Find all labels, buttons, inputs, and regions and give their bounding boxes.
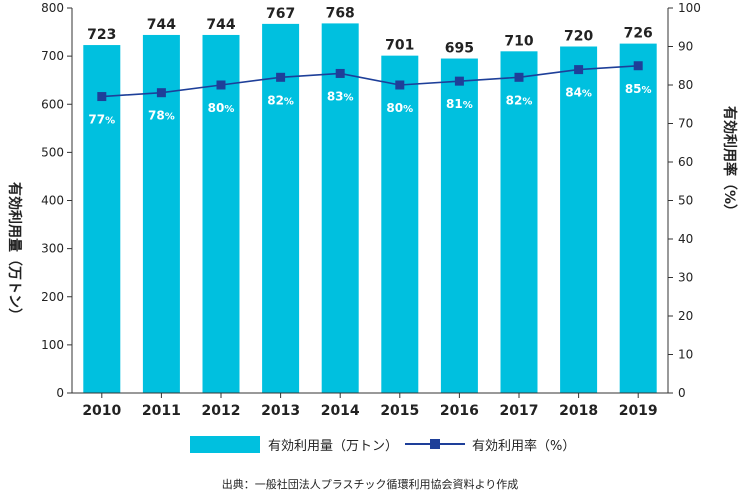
y-tick-label-right: 40 [678,232,693,246]
rate-marker [335,68,345,78]
rate-value-label: 83% [327,89,354,103]
rate-marker [276,72,286,82]
y-tick-label-left: 600 [41,97,64,111]
y-tick-label-left: 100 [41,338,64,352]
bar [560,46,598,393]
y-axis-title-left: 有効利用量（万トン） [6,182,23,322]
source-note: 出典：一般社団法人プラスチック循環利用協会資料より作成 [222,477,519,491]
bar-value-label: 744 [147,17,176,33]
rate-percent-sign: % [344,92,354,103]
y-tick-label-left: 0 [56,386,64,400]
x-tick-label: 2016 [440,403,479,419]
rate-value-label: 77% [88,113,115,127]
x-tick-label: 2012 [202,403,241,419]
bar-value-label: 767 [266,6,295,22]
rate-percent-sign: % [105,116,115,127]
y-tick-label-left: 500 [41,145,64,159]
bar [83,45,121,394]
y-tick-label-right: 70 [678,117,693,131]
rate-percent-sign: % [642,85,652,96]
rate-marker [514,72,524,82]
rate-value-label: 82% [506,93,533,107]
x-tick-label: 2011 [142,403,181,419]
x-tick-label: 2013 [261,403,300,419]
bar [440,58,478,393]
bar-value-label: 695 [445,41,474,57]
y-tick-label-left: 200 [41,290,64,304]
legend-line-label: 有効利用率（%） [472,438,575,454]
rate-marker [574,65,584,75]
bar [619,43,657,394]
rate-marker [97,92,107,102]
rate-value-label: 84% [565,86,592,100]
rate-value-label: 82% [267,93,294,107]
rate-marker [156,88,166,98]
bar-value-label: 768 [326,5,355,21]
y-tick-label-right: 100 [678,1,701,15]
rate-percent-sign: % [582,89,592,100]
y-tick-label-left: 300 [41,242,64,256]
y-tick-label-left: 800 [41,1,64,15]
bar-value-label: 720 [564,29,593,45]
y-tick-label-right: 10 [678,348,693,362]
legend-bar-label: 有効利用量（万トン） [268,439,398,454]
x-tick-label: 2018 [559,403,598,419]
rate-marker [454,76,464,86]
rate-line [101,64,639,98]
bar [262,23,300,393]
rate-marker [216,80,226,90]
rate-value-label: 80% [386,101,413,115]
bar [381,55,419,394]
y-tick-label-left: 700 [41,49,64,63]
rate-value-label: 78% [148,109,175,123]
legend: 有効利用量（万トン） 有効利用率（%） [190,436,575,454]
rate-value-label: 85% [625,82,652,96]
bars-layer [83,23,657,394]
y-tick-label-right: 20 [678,309,693,323]
y-tick-label-right: 30 [678,271,693,285]
bar-value-label: 701 [385,38,414,54]
legend-bar-swatch [190,436,260,453]
x-tick-label: 2014 [321,403,360,419]
bar-value-label: 710 [504,33,533,49]
rate-line-layer [97,61,643,102]
y-tick-label-left: 400 [41,194,64,208]
rate-percent-sign: % [224,104,234,115]
x-tick-label: 2017 [500,403,539,419]
bar-value-label: 723 [87,27,116,43]
x-tick-label: 2015 [380,403,419,419]
bar-value-label: 726 [624,26,653,42]
bar [202,34,240,393]
rate-value-label: 80% [208,101,235,115]
x-tick-label: 2010 [82,403,121,419]
bar-value-label: 744 [206,17,235,33]
rate-percent-sign: % [165,112,175,123]
rate-percent-sign: % [463,100,473,111]
rate-marker [395,80,405,90]
rate-value-label: 81% [446,97,473,111]
y-tick-label-right: 80 [678,78,693,92]
y-tick-label-right: 50 [678,194,693,208]
y-tick-label-right: 60 [678,155,693,169]
y-axis-title-right: 有効利用率（%） [721,106,738,218]
labels-layer: 723 744 744 767 768 701 695 710 720 726 77% 78% 80% 8… [87,5,653,126]
x-tick-label: 2019 [619,403,658,419]
rate-marker [633,61,643,71]
rate-percent-sign: % [522,96,532,107]
y-tick-label-right: 90 [678,40,693,54]
axes-layer: 0 100 200 300 400 500 600 700 800 0 10 20 30 40 50 60 70… [41,1,701,419]
rate-percent-sign: % [403,104,413,115]
bar [500,51,538,393]
y-tick-label-right: 0 [678,386,686,400]
legend-line-marker [430,439,440,449]
rate-percent-sign: % [284,96,294,107]
bar [321,23,359,394]
